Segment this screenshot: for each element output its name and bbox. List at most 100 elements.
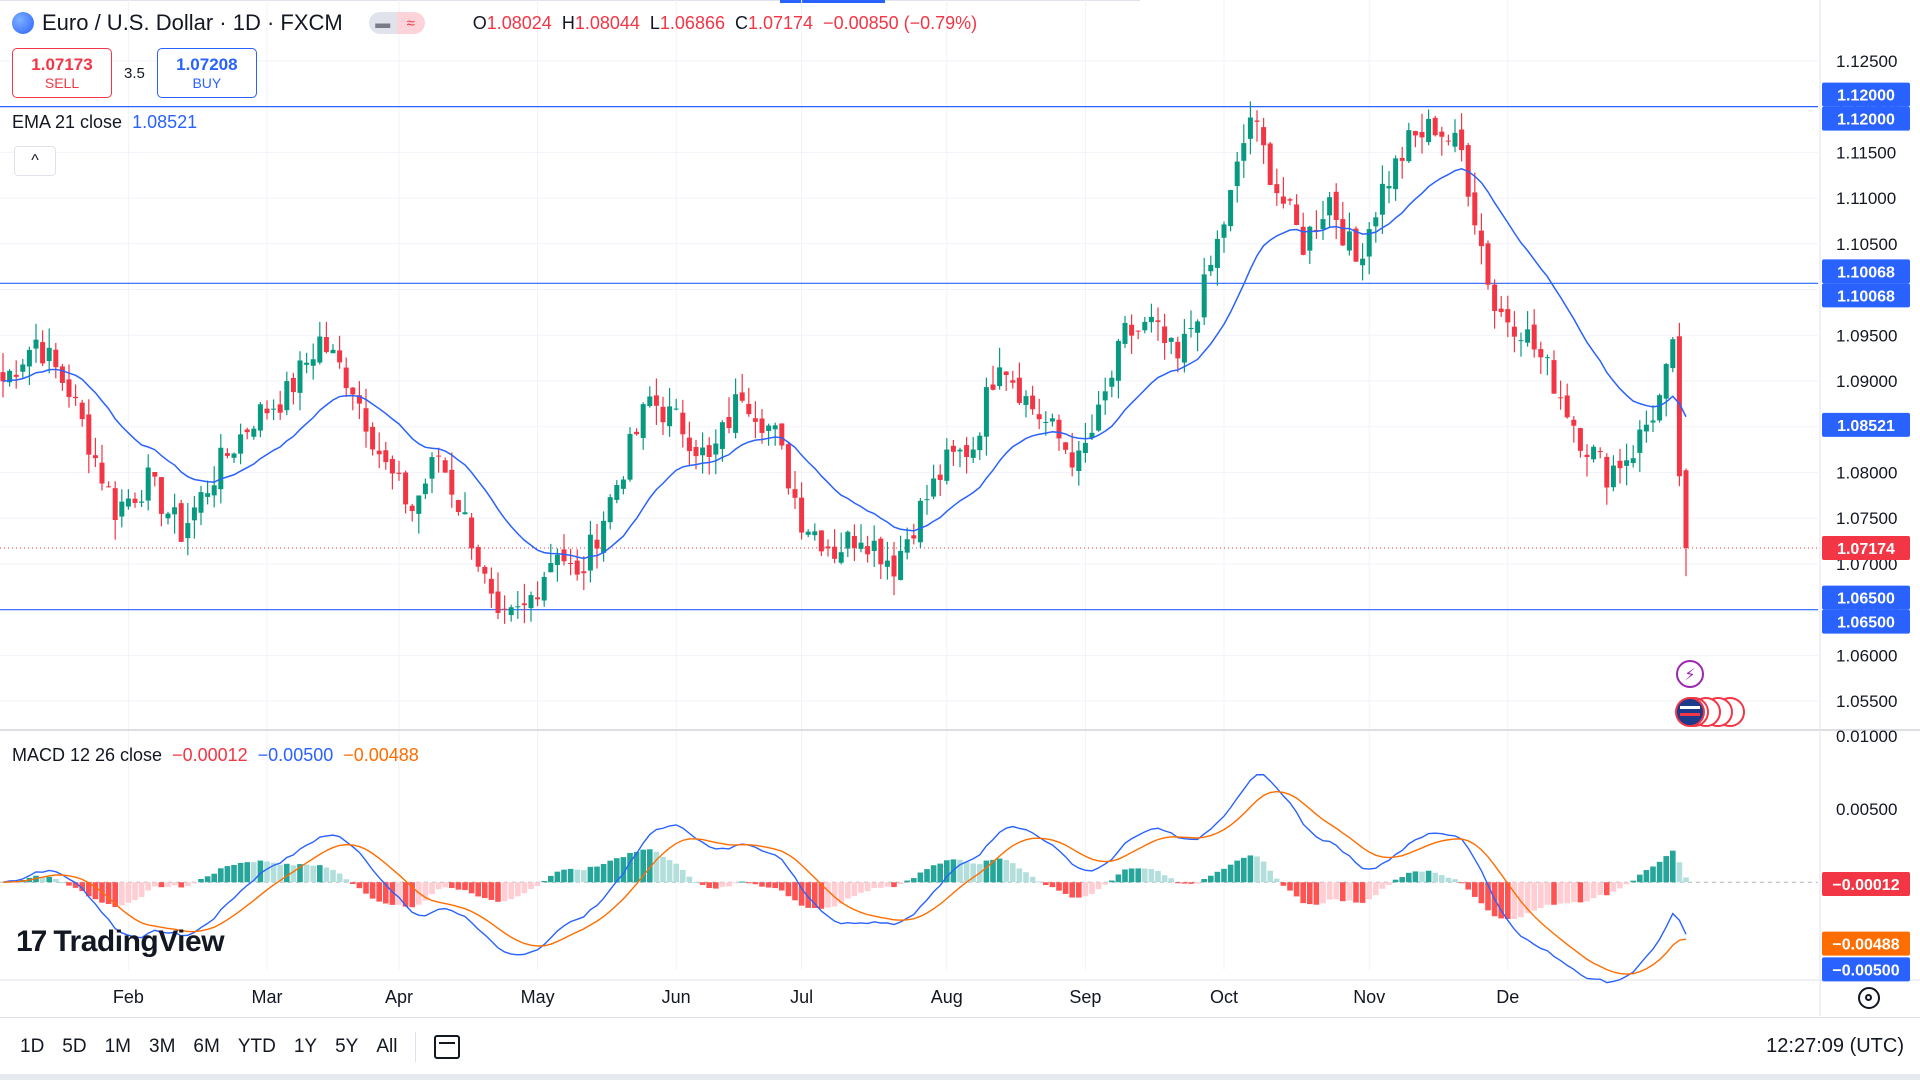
range-button-5y[interactable]: 5Y [335, 1035, 359, 1057]
histogram-bar [614, 858, 620, 883]
range-button-6m[interactable]: 6M [193, 1035, 220, 1057]
histogram-bar [323, 867, 330, 883]
candle-body [1056, 419, 1062, 439]
wave-icon[interactable]: ≈ [396, 12, 425, 34]
candle-body [1320, 219, 1326, 230]
candle-body [634, 431, 640, 435]
range-button-all[interactable]: All [376, 1035, 398, 1057]
ema-price-badge-bg [1822, 412, 1910, 437]
candle-body [0, 372, 6, 382]
toolbar-divider [415, 1031, 417, 1062]
candle-body [1228, 190, 1234, 227]
level-badge: 1.06500 [1837, 591, 1895, 608]
candle-body [1373, 217, 1379, 227]
candle-body [772, 425, 778, 430]
candle-body [898, 550, 904, 580]
price-tick-label: 1.08000 [1836, 463, 1897, 482]
candle-body [812, 531, 818, 536]
macd-legend[interactable]: MACD 12 26 close −0.00012 −0.00500 −0.00… [12, 745, 419, 766]
gear-icon[interactable] [1858, 987, 1880, 1009]
histogram-bar [944, 860, 950, 883]
histogram-bar [772, 882, 778, 889]
open-value: 1.08024 [486, 12, 552, 33]
range-button-1m[interactable]: 1M [104, 1035, 131, 1057]
candle-body [1129, 324, 1135, 336]
candle-body [462, 512, 468, 515]
symbol-title[interactable]: Euro / U.S. Dollar · 1D · FXCM [42, 10, 343, 35]
histogram-bar [845, 882, 851, 899]
candle-body [469, 517, 475, 549]
candle-body [1175, 341, 1181, 359]
candle-body [488, 578, 494, 594]
time-tick-label: Nov [1353, 987, 1385, 1007]
histogram-bar [1148, 869, 1155, 883]
range-button-1d[interactable]: 1D [20, 1035, 45, 1057]
histogram-bar [831, 882, 838, 907]
range-button-1y[interactable]: 1Y [293, 1035, 318, 1057]
candle-body [1558, 397, 1564, 399]
histogram-bar [138, 882, 145, 898]
range-button-3m[interactable]: 3M [149, 1035, 176, 1057]
histogram-bar [1623, 882, 1630, 885]
histogram-bar [105, 882, 112, 904]
candle-body [317, 336, 323, 363]
histogram-bar [237, 862, 244, 883]
change-value: −0.00850 (−0.79%) [823, 12, 978, 33]
histogram-bar [1392, 879, 1399, 883]
histogram-bar [871, 882, 877, 888]
candle-body [119, 501, 125, 517]
candle-body [957, 449, 963, 452]
buy-button[interactable]: 1.07208 BUY [156, 48, 257, 98]
time-tick-label: Mar [252, 987, 283, 1007]
lightning-glyph: ⚡ [1684, 665, 1695, 684]
candle-body [1089, 432, 1095, 438]
candle-body [825, 546, 831, 549]
histogram-bar [1234, 860, 1240, 883]
candle-body [1412, 131, 1418, 136]
time-tick-label: May [521, 987, 555, 1007]
candle-body [1452, 132, 1458, 147]
candle-body [574, 560, 580, 575]
candle-body [766, 425, 772, 431]
candle-body [1010, 380, 1016, 383]
histogram-bar [1597, 882, 1603, 895]
candle-body [1102, 391, 1108, 401]
calendar-goto-icon[interactable] [434, 1034, 461, 1059]
candle-body [970, 449, 976, 458]
histogram-bar [719, 882, 726, 887]
ema-legend[interactable]: EMA 21 close 1.08521 [12, 112, 197, 133]
histogram-bar [1227, 864, 1234, 883]
ohlc-values: O1.08024 H1.08044 L1.06866 C1.07174 −0.0… [473, 13, 977, 34]
candle-body [1531, 324, 1537, 350]
sell-button[interactable]: 1.07173 SELL [12, 48, 112, 98]
histogram-bar [336, 873, 343, 883]
histogram-bar [1663, 856, 1669, 883]
candle-body [20, 364, 26, 372]
minus-icon[interactable]: ▬ [368, 12, 397, 34]
tradingview-logo[interactable]: 17 TradingView [16, 925, 225, 959]
histogram-bar [1254, 856, 1260, 883]
histogram-bar [765, 882, 772, 888]
histogram-bar [1175, 882, 1181, 884]
candle-body [601, 520, 607, 553]
candle-body [997, 367, 1003, 387]
candle-body [231, 453, 237, 458]
range-button-ytd[interactable]: YTD [237, 1035, 276, 1057]
histogram-bar [1399, 877, 1405, 883]
close-label: C [734, 12, 748, 33]
candle-body [1076, 450, 1082, 472]
candle-body [944, 449, 950, 481]
range-button-5d[interactable]: 5D [62, 1035, 87, 1057]
candle-body [1571, 419, 1577, 426]
candle-body [587, 534, 593, 571]
candle-body [1049, 418, 1055, 422]
candle-body [1406, 130, 1412, 162]
collapse-legend-button[interactable]: ^ [14, 146, 56, 176]
histogram-bar [46, 876, 52, 883]
status-pills: ▬ ≈ [368, 12, 425, 34]
clock[interactable]: 12:27:09 (UTC) [1766, 1035, 1904, 1057]
ema-price-badge: 1.08521 [1837, 418, 1895, 435]
histogram-bar [1241, 857, 1247, 883]
histogram-bar [72, 882, 79, 888]
